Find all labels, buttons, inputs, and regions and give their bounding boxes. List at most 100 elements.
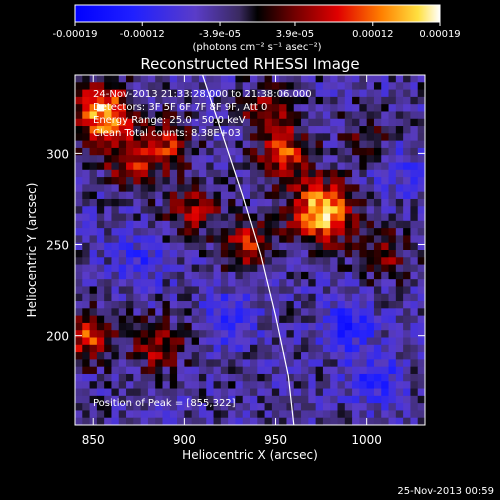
heatmap-cell bbox=[257, 228, 265, 236]
heatmap-cell bbox=[96, 250, 105, 258]
heatmap-cell bbox=[133, 191, 142, 200]
heatmap-cell bbox=[279, 147, 287, 156]
heatmap-cell bbox=[118, 395, 127, 404]
annotation-line: 24-Nov-2013 21:33:28.000 to 21:38:06.000 bbox=[93, 89, 312, 100]
heatmap-cell bbox=[133, 104, 142, 112]
heatmap-cell bbox=[337, 213, 346, 222]
heatmap-cell bbox=[315, 235, 324, 244]
heatmap-cell bbox=[155, 184, 163, 193]
heatmap-cell bbox=[293, 155, 302, 163]
heatmap-cell bbox=[366, 344, 375, 353]
heatmap-cell bbox=[140, 118, 149, 127]
heatmap-cell bbox=[250, 322, 258, 331]
heatmap-cell bbox=[75, 373, 83, 382]
heatmap-cell bbox=[417, 89, 425, 98]
heatmap-cell bbox=[118, 417, 127, 425]
heatmap-cell bbox=[403, 220, 411, 229]
heatmap-cell bbox=[359, 271, 368, 280]
heatmap-cell bbox=[96, 177, 105, 185]
heatmap-cell bbox=[111, 279, 120, 287]
heatmap-cell bbox=[191, 147, 200, 156]
heatmap-cell bbox=[359, 191, 368, 200]
heatmap-cell bbox=[111, 104, 120, 112]
heatmap-cell bbox=[155, 242, 163, 251]
heatmap-cell bbox=[366, 133, 375, 142]
heatmap-cell bbox=[293, 344, 302, 353]
heatmap-cell bbox=[410, 366, 419, 375]
heatmap-cell bbox=[293, 111, 302, 120]
heatmap-cell bbox=[220, 82, 229, 90]
heatmap-cell bbox=[308, 315, 317, 324]
heatmap-cell bbox=[308, 381, 317, 389]
heatmap-cell bbox=[206, 279, 214, 287]
heatmap-cell bbox=[322, 111, 331, 120]
heatmap-cell bbox=[162, 228, 171, 236]
heatmap-cell bbox=[410, 177, 419, 185]
heatmap-cell bbox=[198, 177, 207, 185]
heatmap-cell bbox=[147, 352, 156, 360]
heatmap-cell bbox=[344, 264, 353, 273]
heatmap-cell bbox=[213, 322, 222, 331]
heatmap-cell bbox=[337, 395, 346, 404]
heatmap-cell bbox=[220, 359, 229, 368]
heatmap-cell bbox=[206, 213, 214, 222]
heatmap-cell bbox=[410, 395, 419, 404]
heatmap-cell bbox=[82, 279, 90, 287]
heatmap-cell bbox=[206, 301, 214, 309]
heatmap-cell bbox=[89, 177, 98, 185]
heatmap-cell bbox=[82, 337, 90, 346]
heatmap-cell bbox=[177, 198, 185, 207]
heatmap-cell bbox=[352, 220, 360, 229]
heatmap-cell bbox=[381, 315, 389, 324]
heatmap-cell bbox=[337, 75, 346, 83]
heatmap-cell bbox=[373, 169, 382, 178]
heatmap-cell bbox=[403, 373, 411, 382]
heatmap-cell bbox=[89, 213, 98, 222]
heatmap-cell bbox=[213, 417, 222, 425]
heatmap-cell bbox=[388, 381, 397, 389]
heatmap-cell bbox=[279, 359, 287, 368]
heatmap-cell bbox=[118, 344, 127, 353]
heatmap-cell bbox=[344, 126, 353, 134]
heatmap-cell bbox=[213, 242, 222, 251]
heatmap-cell bbox=[257, 352, 265, 360]
heatmap-cell bbox=[133, 242, 142, 251]
heatmap-cell bbox=[111, 169, 120, 178]
heatmap-cell bbox=[242, 126, 251, 134]
heatmap-cell bbox=[147, 344, 156, 353]
heatmap-cell bbox=[147, 75, 156, 83]
heatmap-cell bbox=[286, 169, 295, 178]
heatmap-cell bbox=[257, 111, 265, 120]
heatmap-cell bbox=[242, 308, 251, 317]
heatmap-cell bbox=[111, 264, 120, 273]
heatmap-cell bbox=[82, 104, 90, 112]
heatmap-cell bbox=[235, 366, 244, 375]
heatmap-cell bbox=[403, 206, 411, 214]
heatmap-cell bbox=[366, 286, 375, 295]
heatmap-cell bbox=[111, 96, 120, 105]
heatmap-cell bbox=[191, 264, 200, 273]
heatmap-cell bbox=[403, 184, 411, 193]
heatmap-cell bbox=[235, 133, 244, 142]
heatmap-cell bbox=[388, 330, 397, 338]
heatmap-cell bbox=[147, 373, 156, 382]
heatmap-cell bbox=[206, 352, 214, 360]
heatmap-cell bbox=[293, 118, 302, 127]
heatmap-cell bbox=[330, 366, 338, 375]
heatmap-cell bbox=[213, 213, 222, 222]
heatmap-cell bbox=[206, 359, 214, 368]
heatmap-cell bbox=[271, 410, 280, 419]
heatmap-cell bbox=[395, 322, 404, 331]
heatmap-cell bbox=[279, 82, 287, 90]
heatmap-cell bbox=[308, 235, 317, 244]
heatmap-cell bbox=[417, 104, 425, 112]
heatmap-cell bbox=[410, 257, 419, 265]
heatmap-cell bbox=[82, 381, 90, 389]
heatmap-cell bbox=[403, 286, 411, 295]
heatmap-cell bbox=[118, 191, 127, 200]
heatmap-cell bbox=[257, 308, 265, 317]
heatmap-cell bbox=[315, 220, 324, 229]
heatmap-cell bbox=[352, 279, 360, 287]
heatmap-cell bbox=[235, 198, 244, 207]
heatmap-cell bbox=[147, 184, 156, 193]
